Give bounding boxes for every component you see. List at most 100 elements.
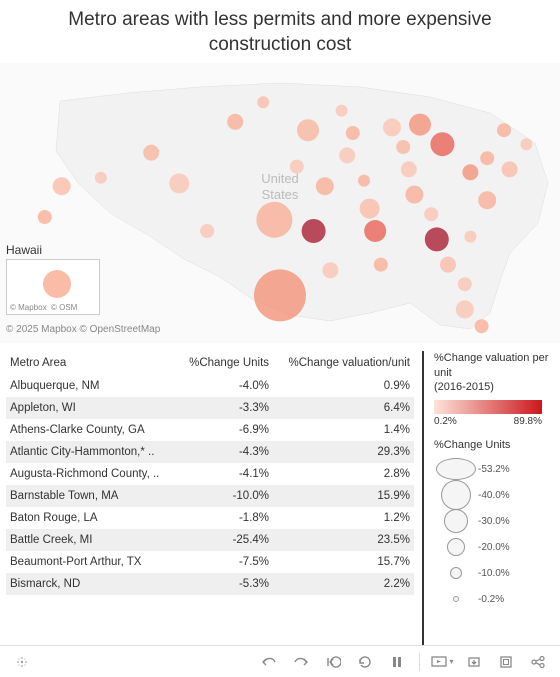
map-bubble[interactable]	[364, 220, 386, 242]
map-bubble[interactable]	[302, 219, 326, 243]
share-icon[interactable]	[524, 650, 552, 674]
view-data-icon[interactable]	[8, 650, 36, 674]
map-bubble[interactable]	[425, 228, 449, 252]
map-bubble[interactable]	[38, 210, 52, 224]
table-row[interactable]: Atlantic City-Hammonton,* ..-4.3%29.3%	[6, 441, 414, 463]
map-bubble[interactable]	[358, 175, 370, 187]
map-bubble[interactable]	[424, 208, 438, 222]
map-bubble[interactable]	[520, 139, 532, 151]
map-bubble[interactable]	[200, 224, 214, 238]
map-attribution: © 2025 Mapbox © OpenStreetMap	[6, 324, 160, 335]
map-bubble[interactable]	[401, 162, 417, 178]
table-cell: -3.3%	[177, 397, 273, 419]
table-row[interactable]: Beaumont-Port Arthur, TX-7.5%15.7%	[6, 551, 414, 573]
map-bubble[interactable]	[502, 162, 518, 178]
table-cell: -4.1%	[177, 463, 273, 485]
col-metro-area[interactable]: Metro Area	[6, 351, 177, 375]
table-row[interactable]: Battle Creek, MI-25.4%23.5%	[6, 529, 414, 551]
map-bubble[interactable]	[297, 120, 319, 142]
pause-icon[interactable]	[383, 650, 411, 674]
map-bubble[interactable]	[396, 140, 410, 154]
table-cell: Atlantic City-Hammonton,* ..	[6, 441, 177, 463]
table-cell: -7.5%	[177, 551, 273, 573]
map-bubble[interactable]	[227, 114, 243, 130]
table-row[interactable]: Albuquerque, NM-4.0%0.9%	[6, 375, 414, 397]
col-change-valuation[interactable]: %Change valuation/unit	[273, 351, 414, 375]
table-row[interactable]: Bismarck, ND-5.3%2.2%	[6, 573, 414, 595]
table-row[interactable]: Athens-Clarke County, GA-6.9%1.4%	[6, 419, 414, 441]
table-cell: 0.9%	[273, 375, 414, 397]
map-bubble[interactable]	[336, 105, 348, 117]
map-bubble[interactable]	[95, 172, 107, 184]
map-bubble[interactable]	[339, 148, 355, 164]
map-bubble[interactable]	[405, 186, 423, 204]
map-bubble[interactable]	[346, 126, 360, 140]
map-bubble[interactable]	[475, 320, 489, 334]
map-bubble[interactable]	[322, 263, 338, 279]
hawaii-inset-container: Hawaii © Mapbox © OSM	[6, 243, 100, 315]
table-cell: Bismarck, ND	[6, 573, 177, 595]
table-cell: Beaumont-Port Arthur, TX	[6, 551, 177, 573]
size-legend-label: -53.2%	[478, 464, 510, 475]
undo-icon[interactable]	[255, 650, 283, 674]
map-bubble[interactable]	[480, 152, 494, 166]
map-bubble[interactable]	[409, 114, 431, 136]
table-cell: -6.9%	[177, 419, 273, 441]
refresh-icon[interactable]	[351, 650, 379, 674]
size-legend-circle	[453, 596, 459, 602]
lower-section: Metro Area %Change Units %Change valuati…	[0, 343, 560, 645]
map-bubble[interactable]	[383, 119, 401, 137]
svg-text:States: States	[262, 187, 299, 202]
map-bubble[interactable]	[458, 278, 472, 292]
map-bubble[interactable]	[257, 97, 269, 109]
map-bubble[interactable]	[169, 174, 189, 194]
size-legend-row[interactable]: -20.0%	[434, 535, 554, 559]
size-legend-row[interactable]: -30.0%	[434, 509, 554, 533]
size-legend-row[interactable]: -40.0%	[434, 483, 554, 507]
revert-icon[interactable]	[319, 650, 347, 674]
map-bubble[interactable]	[464, 231, 476, 243]
map-bubble[interactable]	[290, 160, 304, 174]
size-legend-circle	[447, 538, 465, 556]
color-gradient-labels: 0.2% 89.8%	[434, 416, 542, 427]
table-row[interactable]: Augusta-Richmond County, ..-4.1%2.8%	[6, 463, 414, 485]
table-cell: 15.7%	[273, 551, 414, 573]
table-row[interactable]: Appleton, WI-3.3%6.4%	[6, 397, 414, 419]
redo-icon[interactable]	[287, 650, 315, 674]
map-bubble[interactable]	[497, 124, 511, 138]
table-cell: Appleton, WI	[6, 397, 177, 419]
map-bubble[interactable]	[462, 165, 478, 181]
table-cell: -1.8%	[177, 507, 273, 529]
size-legend-row[interactable]: -10.0%	[434, 561, 554, 585]
color-legend-title: %Change valuation per unit(2016-2015)	[434, 351, 554, 394]
map-bubble[interactable]	[430, 133, 454, 157]
map-bubble[interactable]	[374, 258, 388, 272]
hawaii-inset[interactable]: © Mapbox © OSM	[6, 259, 100, 315]
map-bubble[interactable]	[316, 178, 334, 196]
table-row[interactable]: Baton Rouge, LA-1.8%1.2%	[6, 507, 414, 529]
map-bubble[interactable]	[440, 257, 456, 273]
tableau-toolbar: ▾	[0, 645, 560, 677]
map-bubble[interactable]	[254, 270, 306, 322]
size-legend-row[interactable]: -53.2%	[434, 457, 554, 481]
col-change-units[interactable]: %Change Units	[177, 351, 273, 375]
presentation-icon[interactable]: ▾	[428, 650, 456, 674]
table-cell: 2.2%	[273, 573, 414, 595]
map-region[interactable]: United States Hawaii © Mapbox © OSM © 20…	[0, 63, 560, 343]
map-bubble[interactable]	[53, 178, 71, 196]
map-bubble[interactable]	[360, 199, 380, 219]
metro-area-table[interactable]: Metro Area %Change Units %Change valuati…	[6, 351, 414, 595]
size-legend-row[interactable]: -0.2%	[434, 587, 554, 611]
table-cell: -25.4%	[177, 529, 273, 551]
table-row[interactable]: Barnstable Town, MA-10.0%15.9%	[6, 485, 414, 507]
map-bubble[interactable]	[256, 202, 292, 238]
map-bubble[interactable]	[143, 145, 159, 161]
map-bubble[interactable]	[456, 301, 474, 319]
table-cell: -4.3%	[177, 441, 273, 463]
download-icon[interactable]	[460, 650, 488, 674]
table-cell: Barnstable Town, MA	[6, 485, 177, 507]
color-gradient[interactable]	[434, 400, 542, 414]
size-legend-circle	[441, 480, 471, 510]
map-bubble[interactable]	[478, 192, 496, 210]
fullscreen-icon[interactable]	[492, 650, 520, 674]
